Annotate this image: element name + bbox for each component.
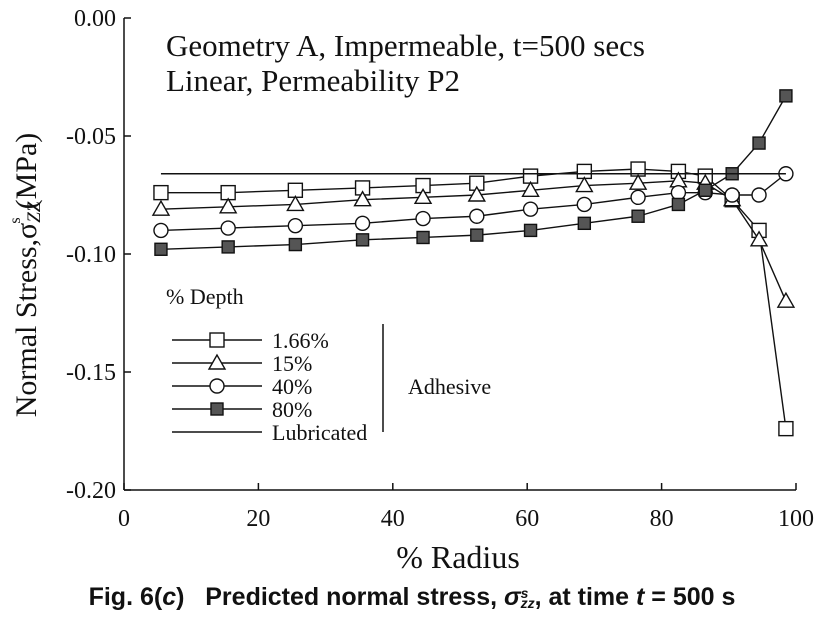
data-point: [576, 196, 593, 213]
data-point: [628, 173, 648, 190]
legend-item-lubricated: Lubricated: [172, 420, 367, 445]
x-axis-label: % Radius: [396, 539, 520, 575]
normal-stress-chart: 0 20 40 60 80 100 0.00 -0.05 -0.10 -0.15 -0.20 Ge…: [7, 6, 814, 575]
y-axis-label-main: Normal Stress,: [10, 239, 43, 417]
x-tick-label: 100: [778, 506, 814, 532]
data-point: [469, 208, 485, 224]
data-point: [521, 180, 540, 197]
data-point: [751, 187, 767, 203]
series-80: [154, 89, 793, 256]
legend-title: % Depth: [166, 284, 244, 309]
y-axis-label-sup: s: [7, 217, 24, 223]
legend-marker: [209, 332, 225, 348]
chart-title-line-2: Linear, Permeability P2: [166, 63, 460, 98]
data-point: [577, 216, 592, 231]
data-point: [221, 240, 235, 254]
data-point: [778, 420, 794, 437]
x-tick-label: 0: [118, 506, 130, 532]
series-layer: [151, 89, 796, 437]
data-point: [286, 195, 305, 212]
data-point: [467, 185, 487, 202]
data-point: [153, 184, 169, 201]
caption-symbol-sub: zz: [520, 595, 535, 612]
legend-marker: [210, 402, 224, 416]
data-point: [220, 220, 236, 236]
data-point: [151, 199, 171, 216]
data-point: [523, 223, 538, 238]
data-point: [776, 291, 796, 308]
figure-caption: Fig. 6(c) Predicted normal stress, σ s zz,…: [0, 583, 824, 612]
data-point: [670, 184, 687, 201]
legend-label: 15%: [272, 351, 312, 376]
caption-symbol: σ: [504, 583, 521, 611]
caption-symbol-sup: s: [520, 585, 529, 602]
x-tick-label: 40: [381, 506, 405, 532]
legend-marker: [207, 353, 227, 370]
data-point: [779, 89, 793, 103]
data-point: [698, 183, 712, 197]
data-point: [355, 233, 370, 247]
y-axis-label-sub: ZZ: [24, 201, 45, 223]
legend-marker: [209, 378, 225, 394]
x-tick-label: 60: [515, 506, 539, 532]
data-point: [416, 230, 430, 245]
data-point: [575, 176, 594, 193]
caption-text-1: ) Predicted normal stress,: [176, 583, 504, 611]
y-tick-label: -0.20: [66, 478, 116, 504]
y-tick-label: -0.10: [66, 242, 116, 268]
caption-prefix-italic: c: [162, 583, 177, 611]
data-point: [631, 209, 645, 223]
legend-item-80: 80%: [172, 397, 312, 422]
data-point: [154, 242, 168, 256]
caption-t-italic: t: [636, 583, 645, 611]
y-axis-label: Normal Stress,σZZs (MPa): [7, 133, 45, 418]
caption-prefix: Fig. 6(: [88, 583, 163, 611]
legend-item-15: 15%: [172, 351, 312, 376]
data-point: [353, 190, 372, 207]
data-point: [218, 197, 238, 214]
caption-text-2: , at time: [534, 583, 637, 611]
data-point: [724, 187, 740, 203]
data-point: [287, 217, 304, 234]
caption-text-3: = 500 s: [644, 583, 736, 611]
x-tick-label: 80: [650, 506, 674, 532]
legend-item-1-66: 1.66%: [172, 328, 329, 353]
data-point: [153, 222, 169, 239]
y-axis-ticks: 0.00 -0.05 -0.10 -0.15 -0.20: [66, 6, 131, 504]
x-tick-label: 20: [246, 506, 270, 532]
legend-label: 80%: [272, 397, 312, 422]
data-point: [288, 237, 303, 252]
data-point: [413, 187, 433, 205]
chart-title-line-1: Geometry A, Impermeable, t=500 secs: [166, 28, 645, 63]
data-point: [522, 201, 539, 217]
y-tick-label: -0.05: [66, 124, 116, 150]
legend-bracket-label: Adhesive: [408, 374, 491, 399]
legend-label: 1.66%: [272, 328, 329, 353]
legend: % Depth 1.66%15%40%80%Lubricated Adhesiv…: [166, 284, 491, 445]
x-axis-ticks: 0 20 40 60 80 100: [118, 483, 814, 532]
data-point: [470, 228, 484, 242]
data-point: [354, 215, 371, 232]
data-point: [630, 189, 646, 206]
data-point: [752, 136, 766, 150]
data-point: [415, 210, 431, 227]
y-axis-label-unit: (MPa): [10, 133, 43, 210]
legend-label: 40%: [272, 374, 312, 399]
series-line: [160, 95, 787, 250]
y-axis-label-symbol: σ: [10, 223, 43, 239]
y-tick-label: 0.00: [74, 6, 116, 32]
legend-label: Lubricated: [272, 420, 367, 445]
y-tick-label: -0.15: [66, 360, 116, 386]
legend-items: 1.66%15%40%80%Lubricated: [172, 328, 367, 445]
data-point: [671, 197, 686, 212]
data-point: [749, 230, 769, 247]
legend-item-40: 40%: [172, 374, 312, 399]
